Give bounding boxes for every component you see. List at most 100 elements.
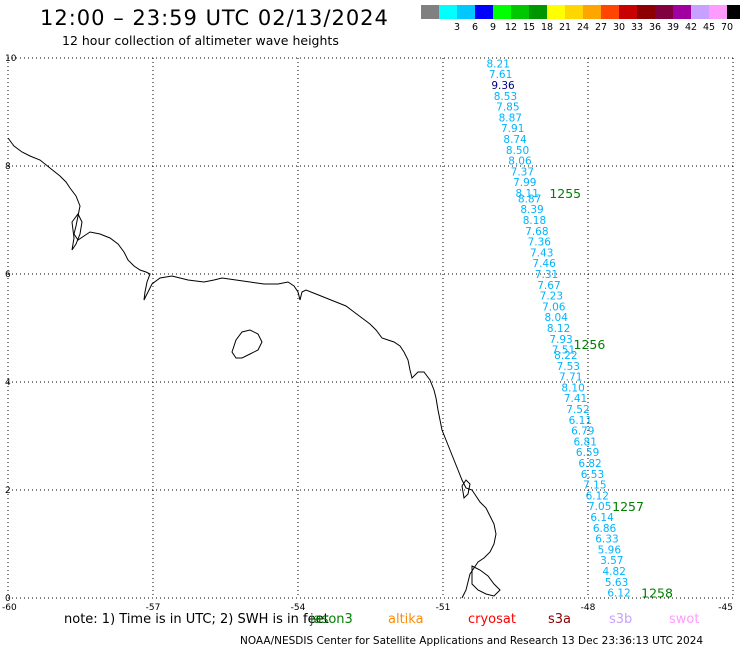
coastline bbox=[7, 137, 501, 599]
x-tick-label: -57 bbox=[146, 603, 161, 613]
swh-value-label: 8.12 bbox=[547, 323, 570, 335]
swh-value-label: 7.43 bbox=[530, 247, 553, 259]
coastline-island bbox=[231, 329, 263, 359]
map-grid bbox=[7, 57, 734, 599]
swh-value-label: 8.87 bbox=[518, 193, 541, 205]
color-scale-swatch bbox=[547, 5, 565, 19]
color-scale-label: 12 bbox=[504, 22, 518, 33]
satellite-legend-item: s3a bbox=[548, 612, 572, 627]
satellite-legend-item: s3b bbox=[609, 612, 633, 627]
swh-value-label: 6.86 bbox=[593, 523, 617, 535]
swh-value-label: 6.53 bbox=[581, 469, 604, 481]
x-tick-label: -48 bbox=[581, 603, 596, 613]
page-title: 12:00 – 23:59 UTC 02/13/2024 bbox=[40, 6, 389, 30]
swh-value-label: 6.11 bbox=[569, 415, 592, 427]
y-tick-label: 2 bbox=[5, 486, 11, 496]
swh-value-label: 8.04 bbox=[545, 312, 569, 324]
swh-value-label: 7.85 bbox=[496, 102, 519, 114]
swh-value-label: 7.68 bbox=[525, 226, 548, 238]
footer-note: note: 1) Time is in UTC; 2) SWH is in fe… bbox=[64, 612, 329, 627]
color-scale-label: 24 bbox=[576, 22, 590, 33]
swh-value-label: 8.22 bbox=[554, 350, 577, 362]
swh-value-label: 7.99 bbox=[513, 177, 536, 189]
swh-value-label: 8.18 bbox=[523, 215, 546, 227]
swh-value-label: 8.74 bbox=[503, 134, 527, 146]
color-scale-swatch bbox=[565, 5, 583, 19]
swh-value-label: 7.05 bbox=[588, 501, 611, 513]
color-scale-swatch bbox=[421, 5, 439, 19]
swh-value-label: 6.79 bbox=[571, 426, 594, 438]
y-tick-label: 0 bbox=[5, 594, 11, 604]
color-scale-label: 45 bbox=[702, 22, 716, 33]
footer-credit: NOAA/NESDIS Center for Satellite Applica… bbox=[240, 635, 704, 647]
color-scale-label: 70 bbox=[720, 22, 734, 33]
color-scale-label: 39 bbox=[666, 22, 680, 33]
swh-value-label: 6.12 bbox=[607, 588, 630, 600]
color-scale-swatch bbox=[673, 5, 691, 19]
swh-value-label: 7.37 bbox=[511, 166, 534, 178]
color-scale-swatch bbox=[691, 5, 709, 19]
axis-tick-labels: -60 -57 -54 -51 -48 -45 0 2 4 6 8 10 bbox=[2, 54, 733, 613]
swh-value-label: 6.81 bbox=[574, 436, 597, 448]
swh-value-label: 7.31 bbox=[535, 269, 558, 281]
color-scale-swatch bbox=[637, 5, 655, 19]
altimeter-track: 8.217.619.368.537.858.877.918.748.508.06… bbox=[487, 58, 631, 599]
color-scale-label: 6 bbox=[471, 22, 479, 33]
swh-value-label: 7.52 bbox=[566, 404, 589, 416]
coastline-delta bbox=[471, 565, 501, 597]
swh-value-label: 6.82 bbox=[578, 458, 601, 470]
pass-time-label: 1257 bbox=[612, 499, 644, 514]
y-tick-label: 10 bbox=[5, 54, 17, 64]
swh-value-label: 7.36 bbox=[528, 237, 552, 249]
page-subtitle: 12 hour collection of altimeter wave hei… bbox=[62, 33, 339, 48]
color-scale-swatch bbox=[475, 5, 493, 19]
coastline-estuary-2 bbox=[461, 479, 471, 500]
pass-time-label: 1258 bbox=[641, 586, 673, 601]
color-scale-label: 15 bbox=[522, 22, 536, 33]
swh-value-label: 4.82 bbox=[603, 566, 626, 578]
swh-value-label: 7.23 bbox=[540, 291, 563, 303]
color-scale-label: 9 bbox=[489, 22, 497, 33]
swh-value-label: 7.53 bbox=[557, 361, 580, 373]
satellite-legend-item: swot bbox=[669, 612, 700, 627]
color-scale-label: 21 bbox=[558, 22, 572, 33]
swh-value-label: 5.96 bbox=[598, 544, 622, 556]
color-scale-label: 3 bbox=[453, 22, 461, 33]
satellite-legend-item: jason3 bbox=[310, 612, 353, 627]
swh-value-label: 7.51 bbox=[552, 345, 575, 357]
swh-value-label: 8.50 bbox=[506, 145, 529, 157]
swh-value-label: 6.14 bbox=[590, 512, 614, 524]
swh-value-label: 6.12 bbox=[586, 490, 609, 502]
color-scale-swatch bbox=[601, 5, 619, 19]
color-scale-label: 27 bbox=[594, 22, 608, 33]
color-scale-swatch bbox=[529, 5, 547, 19]
swh-value-label: 7.61 bbox=[489, 69, 512, 81]
swh-value-label: 9.36 bbox=[491, 80, 515, 92]
swh-value-label: 8.10 bbox=[561, 382, 584, 394]
x-tick-label: -45 bbox=[718, 603, 733, 613]
satellite-legend-item: cryosat bbox=[468, 612, 516, 627]
x-tick-label: -51 bbox=[436, 603, 451, 613]
color-scale-swatch bbox=[457, 5, 475, 19]
color-scale-label: 18 bbox=[540, 22, 554, 33]
swh-value-label: 7.06 bbox=[542, 301, 566, 313]
swh-value-label: 7.46 bbox=[532, 258, 556, 270]
swh-value-label: 8.21 bbox=[487, 58, 510, 70]
coastline-mainland bbox=[7, 137, 497, 599]
y-tick-label: 4 bbox=[5, 378, 11, 388]
swh-value-label: 7.41 bbox=[564, 393, 587, 405]
swh-value-label: 8.87 bbox=[499, 112, 522, 124]
swh-value-label: 8.06 bbox=[508, 156, 532, 168]
swh-value-label: 5.63 bbox=[605, 577, 628, 589]
color-scale-swatch bbox=[727, 5, 740, 19]
color-scale-label: 33 bbox=[630, 22, 644, 33]
color-scale-label: 30 bbox=[612, 22, 626, 33]
swh-value-label: 7.91 bbox=[501, 123, 524, 135]
pass-time-labels: 1255 1256 1257 1258 bbox=[549, 186, 673, 601]
swh-value-label: 8.11 bbox=[516, 188, 539, 200]
swh-value-label: 3.57 bbox=[600, 555, 623, 567]
color-scale-label: 42 bbox=[684, 22, 698, 33]
satellite-legend-item: altika bbox=[388, 612, 424, 627]
x-tick-label: -54 bbox=[291, 603, 306, 613]
